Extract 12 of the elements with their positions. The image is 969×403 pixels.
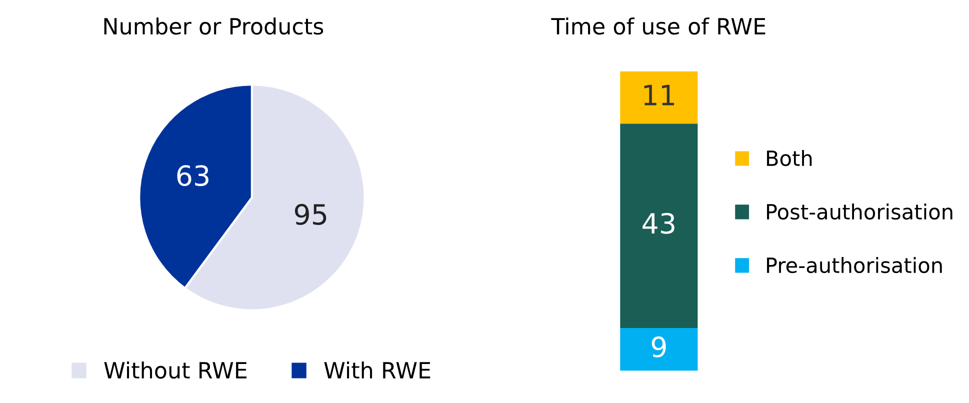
legend-label: Pre-authorisation: [767, 257, 942, 274]
data-label: 63: [177, 165, 208, 186]
legend-label: Both: [767, 150, 812, 166]
data-label: 43: [642, 212, 674, 234]
chart-title: Time of use of RWE: [551, 17, 766, 35]
data-label: 95: [294, 204, 326, 225]
chart-title: Number or Products: [104, 17, 324, 35]
legend-label: Without RWE: [104, 361, 246, 379]
legend-label: Post-authorisation: [767, 204, 952, 220]
legend-label: With RWE: [324, 361, 430, 378]
data-label: 11: [644, 84, 674, 106]
data-label: 9: [652, 336, 666, 358]
